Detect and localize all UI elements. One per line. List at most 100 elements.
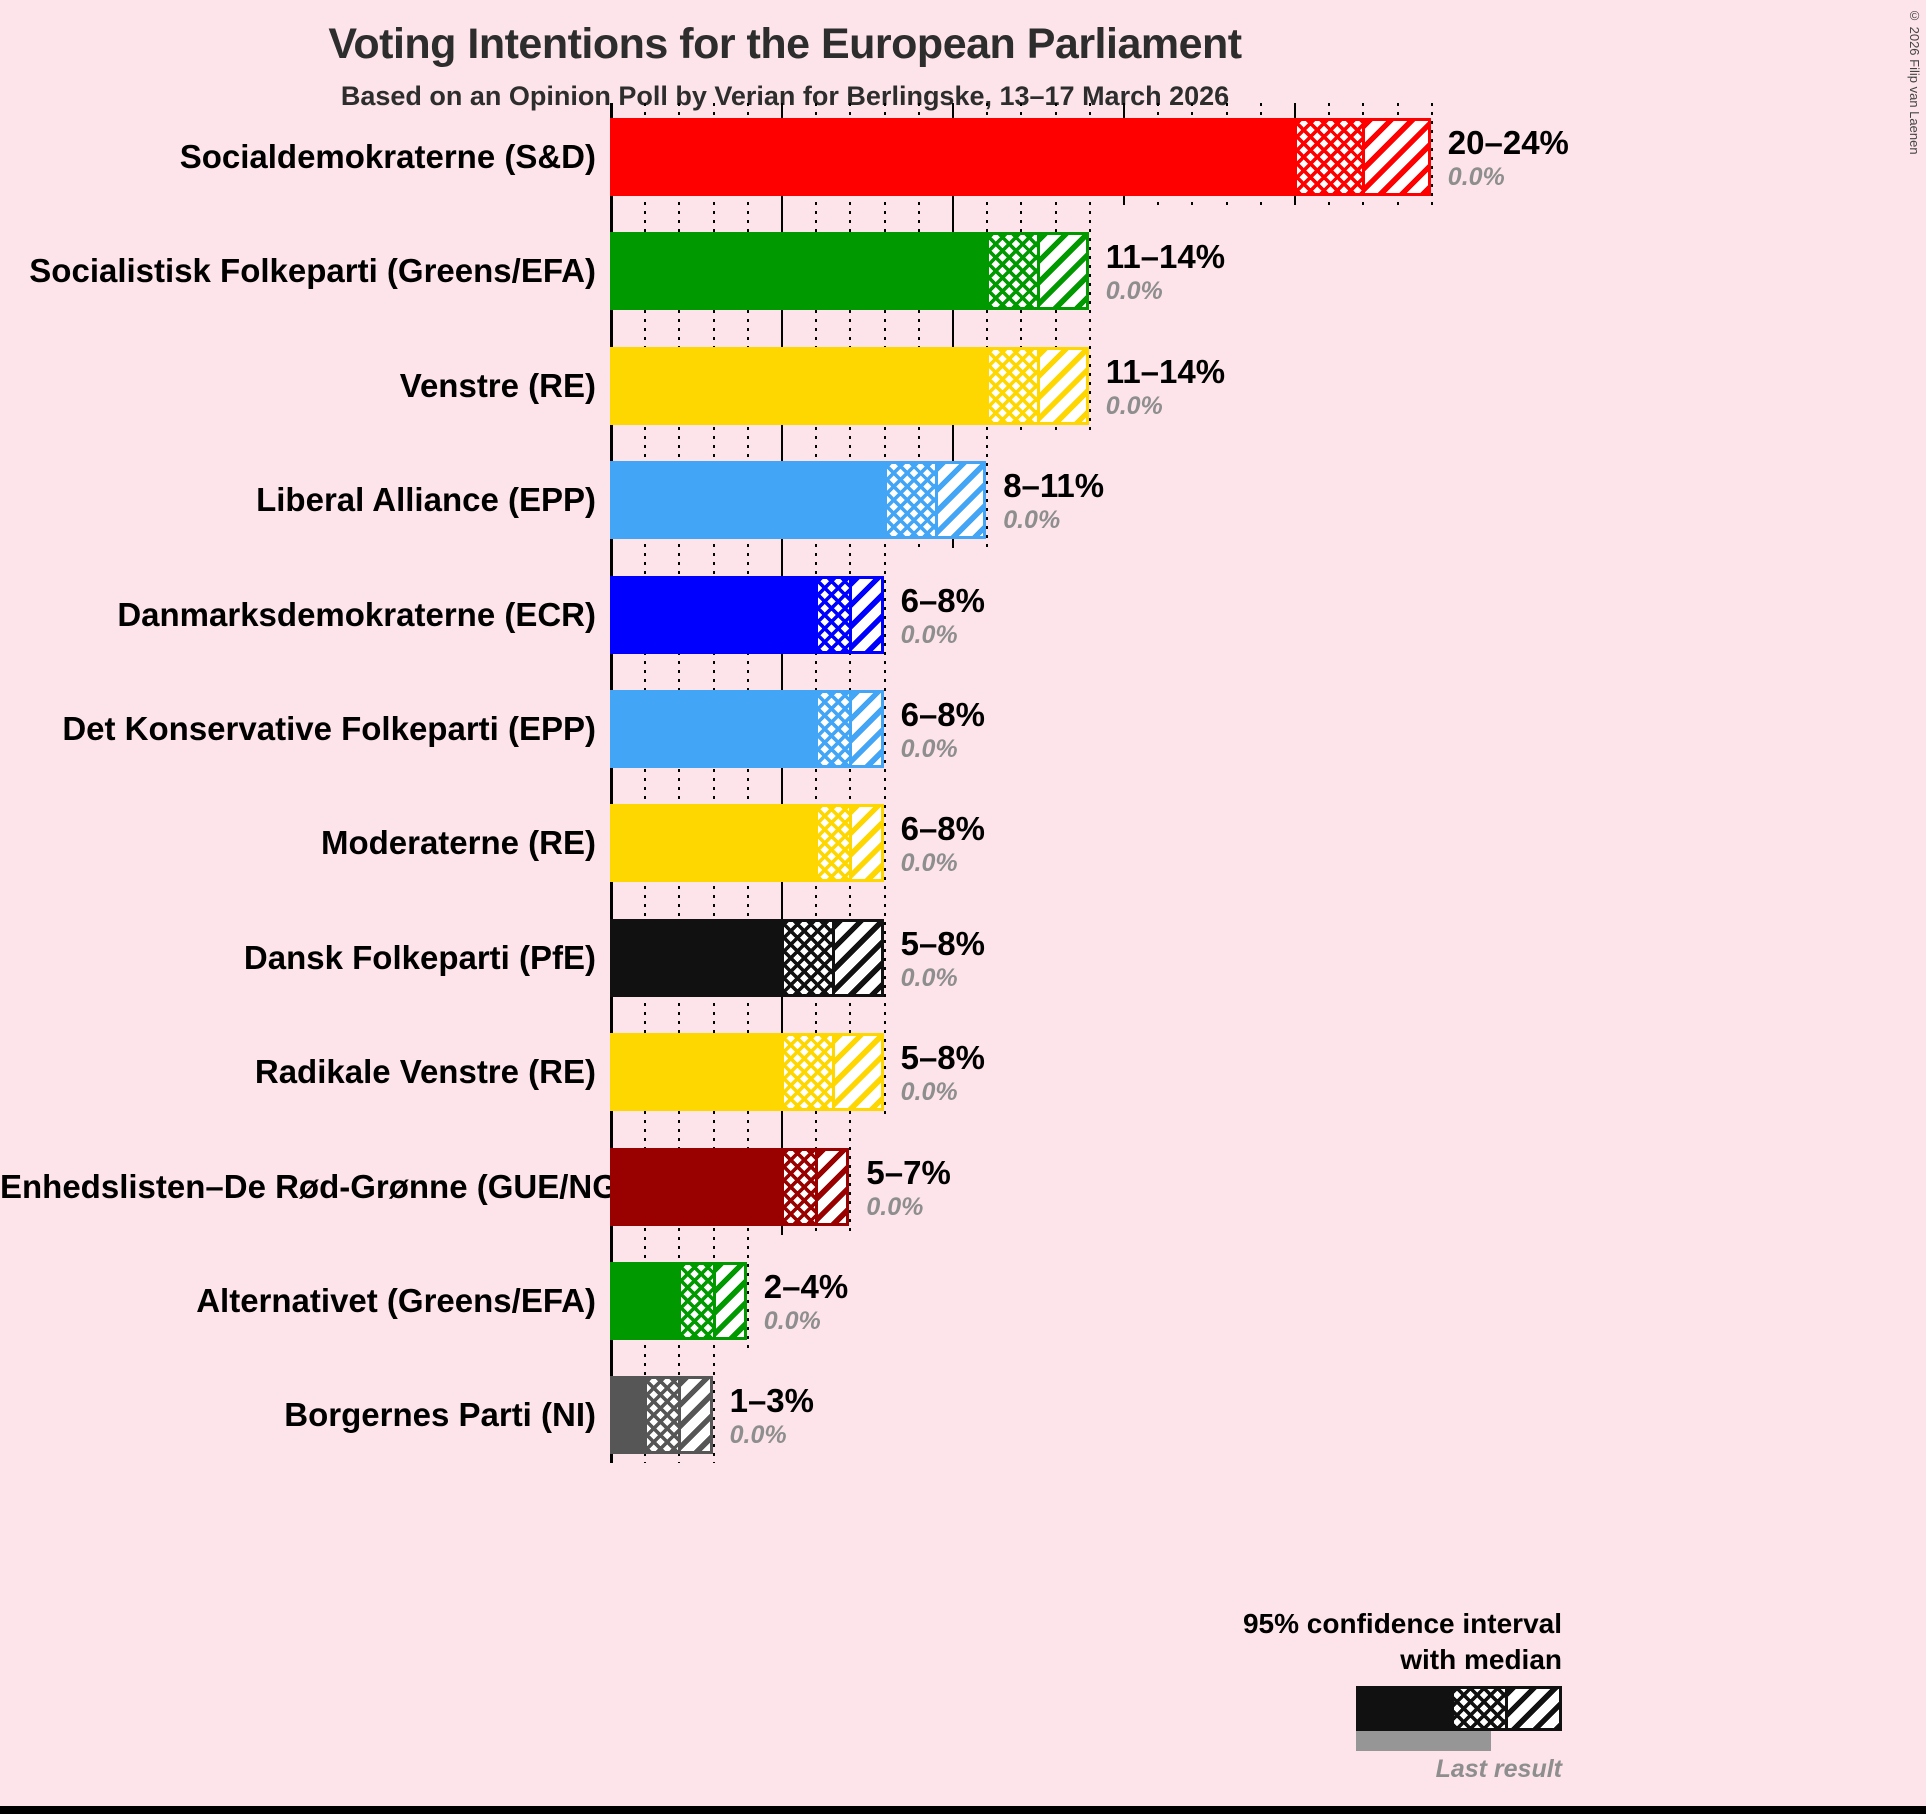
confidence-bar — [610, 1262, 747, 1340]
last-result-value: 0.0% — [1105, 277, 1163, 306]
confidence-range-label: 6–8% — [900, 696, 985, 733]
legend-solid-segment — [1359, 1689, 1451, 1728]
party-label: Socialdemokraterne (S&D) — [179, 138, 596, 175]
bar-solid-segment — [613, 807, 816, 880]
chart-subtitle: Based on an Opinion Poll by Verian for B… — [340, 81, 1230, 111]
bar-crosshatch-segment — [815, 807, 850, 880]
bar-crosshatch-segment — [678, 1265, 713, 1337]
legend-last-result-label: Last result — [1435, 1755, 1562, 1783]
bar-diagonal-segment — [712, 1265, 744, 1337]
confidence-bar — [610, 575, 884, 654]
bar-solid-segment — [613, 1379, 645, 1452]
bar-crosshatch-segment — [815, 578, 850, 651]
bar-diagonal-segment — [849, 693, 881, 765]
gridline-1pct — [644, 103, 647, 1464]
last-result-value: 0.0% — [1003, 506, 1061, 535]
bar-solid-segment — [613, 1265, 679, 1337]
last-result-value: 0.0% — [900, 849, 958, 878]
legend-ci-label-line1: 95% confidence interval — [1242, 1608, 1562, 1639]
confidence-range-label: 2–4% — [763, 1268, 849, 1305]
bar-diagonal-segment — [1037, 235, 1086, 308]
party-label: Radikale Venstre (RE) — [254, 1053, 596, 1091]
bar-diagonal-segment — [849, 807, 881, 880]
copyright-notice: © 2026 Filip van Laenen — [1907, 8, 1922, 155]
confidence-range-label: 20–24% — [1447, 124, 1569, 161]
confidence-bar — [610, 690, 884, 768]
confidence-range-label: 11–14% — [1105, 238, 1226, 276]
confidence-bar — [610, 461, 987, 540]
last-result-value: 0.0% — [763, 1307, 821, 1335]
confidence-bar — [610, 1376, 713, 1455]
party-label: Danmarksdemokraterne (ECR) — [117, 595, 596, 633]
gridline-24pct — [1430, 103, 1433, 205]
bar-solid-segment — [613, 1150, 781, 1223]
party-label: Moderaterne (RE) — [320, 824, 596, 862]
bar-crosshatch-segment — [781, 1036, 833, 1109]
last-result-value: 0.0% — [866, 1192, 924, 1221]
last-result-value: 0.0% — [729, 1421, 787, 1450]
y-axis-line — [610, 103, 613, 1464]
bar-solid-segment — [613, 464, 884, 537]
bar-solid-segment — [613, 578, 816, 651]
confidence-bar — [610, 1033, 884, 1112]
confidence-range-label: 1–3% — [729, 1382, 814, 1420]
party-label: Socialistisk Folkeparti (Greens/EFA) — [29, 252, 596, 290]
last-result-value: 0.0% — [900, 735, 958, 763]
bar-diagonal-segment — [849, 578, 881, 651]
bar-crosshatch-segment — [986, 235, 1038, 308]
bar-diagonal-segment — [1037, 349, 1086, 422]
confidence-range-label: 11–14% — [1105, 352, 1226, 390]
bar-diagonal-segment — [832, 1036, 881, 1109]
legend-last-result-bar — [1356, 1731, 1491, 1751]
confidence-bar — [610, 232, 1089, 311]
gridline-3pct — [712, 103, 715, 1464]
last-result-value: 0.0% — [900, 1078, 958, 1107]
bar-diagonal-segment — [934, 464, 984, 537]
bar-crosshatch-segment — [883, 464, 935, 537]
gridline-10pct — [952, 103, 954, 549]
confidence-bar — [610, 1147, 850, 1226]
chart-title: Voting Intentions for the European Parli… — [328, 20, 1242, 68]
bar-solid-segment — [613, 1036, 781, 1109]
confidence-bar — [610, 918, 884, 997]
last-result-value: 0.0% — [1105, 391, 1163, 420]
party-label: Alternativet (Greens/EFA) — [196, 1282, 596, 1319]
bar-diagonal-segment — [815, 1150, 847, 1223]
party-label: Borgernes Parti (NI) — [284, 1396, 596, 1434]
gridline-11pct — [986, 103, 989, 549]
legend-ci-label-line2: with median — [1400, 1644, 1562, 1675]
gridline-9pct — [917, 103, 920, 549]
bar-solid-segment — [613, 349, 987, 422]
bar-crosshatch-segment — [781, 921, 833, 994]
party-label: Dansk Folkeparti (PfE) — [243, 938, 596, 976]
bar-crosshatch-segment — [986, 349, 1038, 422]
gridline-6pct — [815, 103, 818, 1235]
gridline-14pct — [1088, 103, 1091, 434]
confidence-bar — [610, 118, 1431, 196]
party-label: Liberal Alliance (EPP) — [256, 481, 596, 519]
bar-solid-segment — [613, 235, 987, 308]
bar-solid-segment — [613, 921, 781, 994]
bottom-border-line — [0, 1806, 1926, 1814]
last-result-value: 0.0% — [900, 963, 958, 992]
gridline-2pct — [678, 103, 681, 1464]
confidence-range-label: 5–8% — [900, 1039, 985, 1077]
bar-diagonal-segment — [1362, 121, 1428, 193]
gridline-7pct — [849, 103, 852, 1235]
legend-ci-sample-bar — [1356, 1686, 1562, 1731]
last-result-value: 0.0% — [900, 620, 958, 649]
confidence-range-label: 5–8% — [900, 924, 985, 962]
party-label: Venstre (RE) — [399, 366, 596, 404]
confidence-bar — [610, 804, 884, 883]
last-result-value: 0.0% — [1447, 163, 1505, 191]
chart-header: Voting Intentions for the European Parli… — [0, 20, 1570, 112]
bar-solid-segment — [613, 121, 1294, 193]
bar-crosshatch-segment — [815, 693, 850, 765]
bar-crosshatch-segment — [781, 1150, 816, 1223]
gridline-8pct — [883, 103, 886, 1121]
party-label: Enhedslisten–De Rød-Grønne (GUE/NGL) — [0, 1167, 650, 1205]
legend: 95% confidence interval with median Last… — [1243, 1608, 1562, 1793]
party-label: Det Konservative Folkeparti (EPP) — [62, 710, 596, 747]
bar-crosshatch-segment — [1294, 121, 1363, 193]
bar-diagonal-segment — [678, 1379, 710, 1452]
